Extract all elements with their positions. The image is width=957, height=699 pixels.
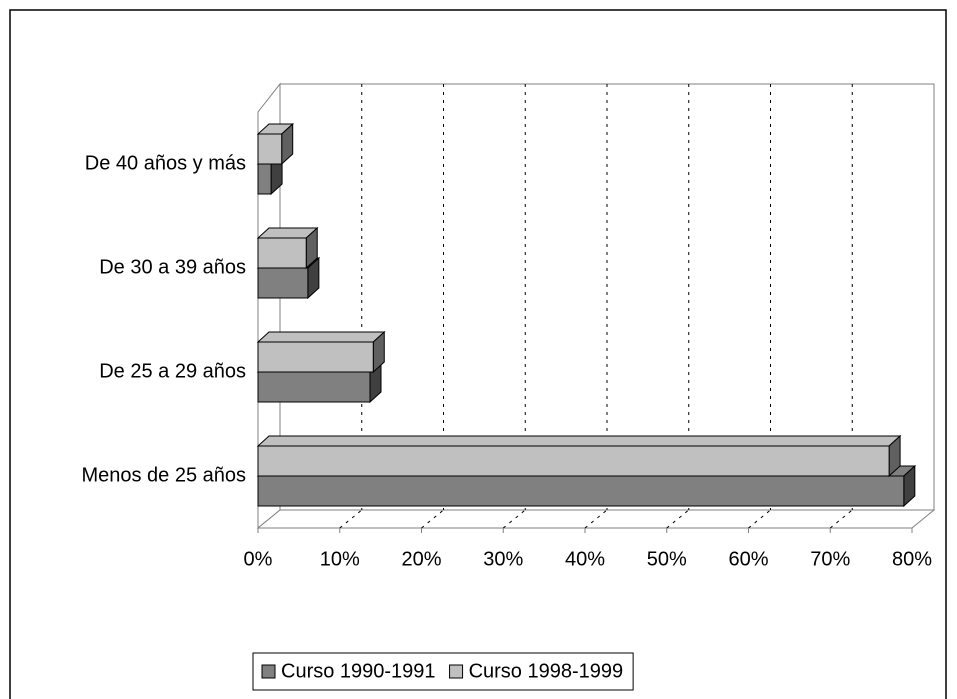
bar xyxy=(257,237,307,269)
legend-box xyxy=(252,652,634,691)
bar-top xyxy=(256,435,902,447)
y-tick-label: De 40 años y más xyxy=(85,152,246,174)
x-tick-label: 10% xyxy=(320,548,360,570)
bar xyxy=(257,371,371,403)
bar xyxy=(257,163,272,195)
y-tick-label: De 30 a 39 años xyxy=(99,256,246,278)
x-tick-label: 50% xyxy=(647,548,687,570)
bar xyxy=(257,341,374,373)
bar xyxy=(257,267,309,299)
floor xyxy=(256,509,936,529)
x-tick-label: 80% xyxy=(892,548,932,570)
y-tick-label: De 25 a 29 años xyxy=(99,360,246,382)
legend-label: Curso 1998-1999 xyxy=(469,660,624,682)
bar-top xyxy=(256,331,386,343)
legend-swatch xyxy=(449,664,464,679)
y-tick-label: Menos de 25 años xyxy=(81,464,246,486)
x-tick-label: 0% xyxy=(244,548,273,570)
x-tick-label: 40% xyxy=(565,548,605,570)
x-tick-label: 60% xyxy=(728,548,768,570)
bar xyxy=(257,475,905,507)
bar xyxy=(257,445,890,477)
x-tick-label: 70% xyxy=(810,548,850,570)
legend-label: Curso 1990-1991 xyxy=(281,660,436,682)
x-tick-label: 20% xyxy=(401,548,441,570)
legend-swatch xyxy=(261,664,276,679)
legend: Curso 1990-1991 Curso 1998-1999 xyxy=(252,652,634,691)
x-tick-label: 30% xyxy=(483,548,523,570)
bar xyxy=(257,133,283,165)
